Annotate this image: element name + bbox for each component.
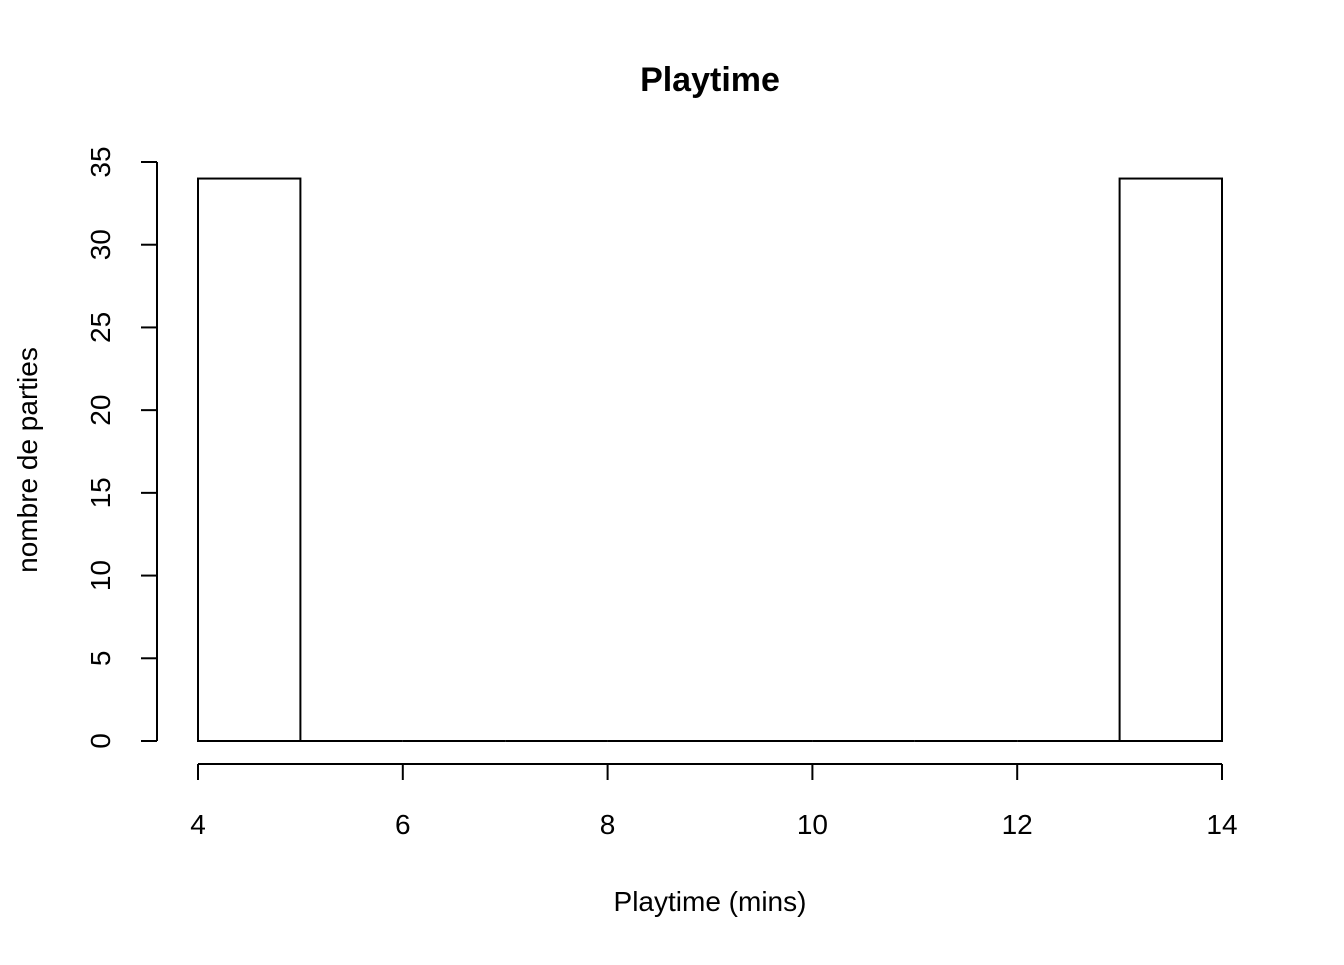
y-tick-label: 35	[85, 146, 116, 177]
x-axis: 4 6 8 10 12 14	[190, 763, 1238, 840]
y-tick-label: 20	[85, 395, 116, 426]
y-tick-label: 30	[85, 229, 116, 260]
bars-group	[197, 177, 1223, 743]
y-axis: 0 5 10 15 20 25 30 35	[85, 146, 158, 749]
y-tick-label: 5	[85, 650, 116, 666]
y-axis-label: nombre de parties	[12, 347, 43, 573]
x-tick-label: 8	[600, 809, 616, 840]
y-tick-label: 0	[85, 733, 116, 749]
x-tick-label: 14	[1206, 809, 1237, 840]
x-axis-label: Playtime (mins)	[614, 886, 807, 917]
x-tick-label: 10	[797, 809, 828, 840]
chart-title: Playtime	[640, 61, 780, 99]
y-tick-label: 15	[85, 477, 116, 508]
histogram-bar-9	[1118, 177, 1223, 743]
y-tick-label: 25	[85, 312, 116, 343]
x-tick-label: 4	[190, 809, 206, 840]
x-tick-label: 6	[395, 809, 411, 840]
x-tick-label: 12	[1002, 809, 1033, 840]
histogram-bar-0	[197, 177, 302, 743]
y-tick-label: 10	[85, 560, 116, 591]
